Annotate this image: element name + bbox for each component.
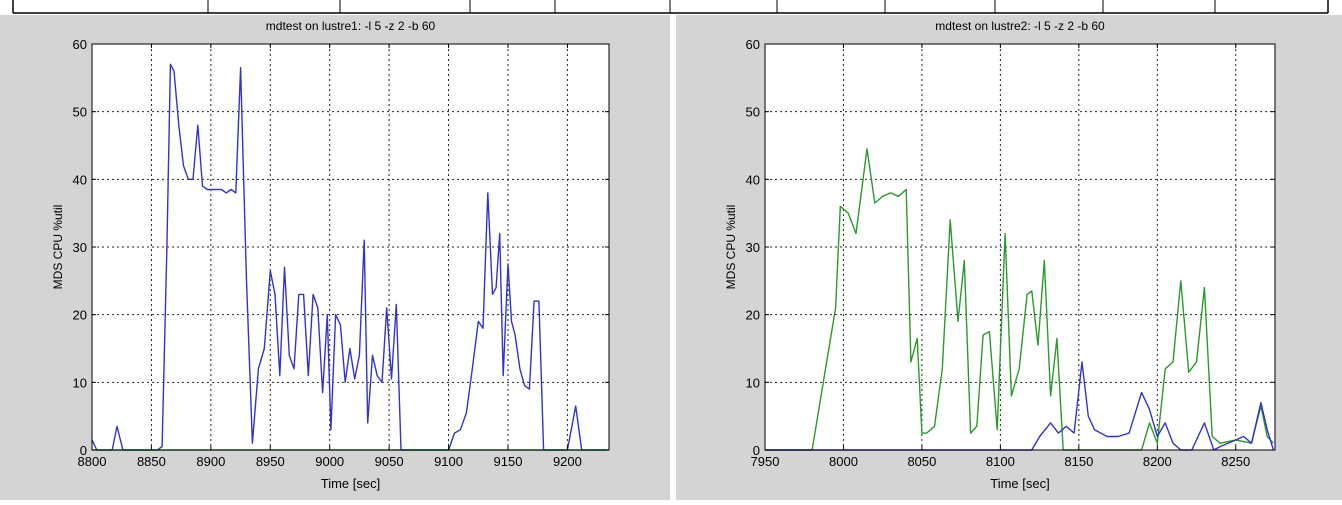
y-tick-label: 50	[73, 105, 87, 120]
x-axis-label: Time [sec]	[990, 476, 1049, 491]
x-tick-label: 8850	[137, 454, 166, 469]
chart-panel-1: 8800 8850 8900 8950 9000 9050 9100 9150 9200 0 10 2…	[0, 15, 670, 500]
y-axis-label: MDS CPU %util	[724, 205, 738, 290]
y-tick-label: 0	[80, 443, 87, 458]
x-tick-label: 9100	[434, 454, 463, 469]
chart-title: mdtest on lustre2: -l 5 -z 2 -b 60	[935, 19, 1105, 33]
x-tick-label: 9000	[315, 454, 344, 469]
x-tick-label: 9200	[553, 454, 582, 469]
x-tick-label: 7950	[751, 454, 780, 469]
x-tick-label: 8250	[1221, 454, 1250, 469]
x-tick-label: 8100	[986, 454, 1015, 469]
y-tick-label: 40	[73, 172, 87, 187]
x-tick-label: 8000	[829, 454, 858, 469]
x-tick-label: 8950	[256, 454, 285, 469]
x-axis-label: Time [sec]	[321, 476, 380, 491]
y-tick-label: 20	[73, 308, 87, 323]
y-tick-label: 10	[73, 375, 87, 390]
x-tick-label: 8050	[907, 454, 936, 469]
y-tick-label: 10	[746, 375, 760, 390]
y-tick-label: 30	[73, 240, 87, 255]
chart-panel-2: 7950 8000 8050 8100 8150 8200 8250 0 10 20 30 40 50 6…	[676, 15, 1342, 500]
series-line-1	[765, 148, 1274, 451]
x-tick-label: 8800	[78, 454, 107, 469]
y-tick-label: 60	[73, 37, 87, 52]
series-line-1	[91, 63, 607, 451]
y-tick-label: 60	[746, 37, 760, 52]
x-tick-label: 8150	[1064, 454, 1093, 469]
y-tick-label: 20	[746, 308, 760, 323]
top-strip	[0, 0, 1342, 13]
y-tick-label: 40	[746, 172, 760, 187]
series-line-2	[765, 361, 1275, 451]
x-tick-label: 9150	[494, 454, 523, 469]
y-axis-label: MDS CPU %util	[51, 205, 65, 290]
x-tick-label: 8200	[1143, 454, 1172, 469]
chart-title: mdtest on lustre1: -l 5 -z 2 -b 60	[266, 19, 436, 33]
x-tick-label: 8900	[196, 454, 225, 469]
panel-separator	[670, 15, 676, 500]
x-tick-label: 9050	[375, 454, 404, 469]
y-tick-label: 50	[746, 105, 760, 120]
y-tick-label: 30	[746, 240, 760, 255]
y-tick-label: 0	[753, 443, 760, 458]
